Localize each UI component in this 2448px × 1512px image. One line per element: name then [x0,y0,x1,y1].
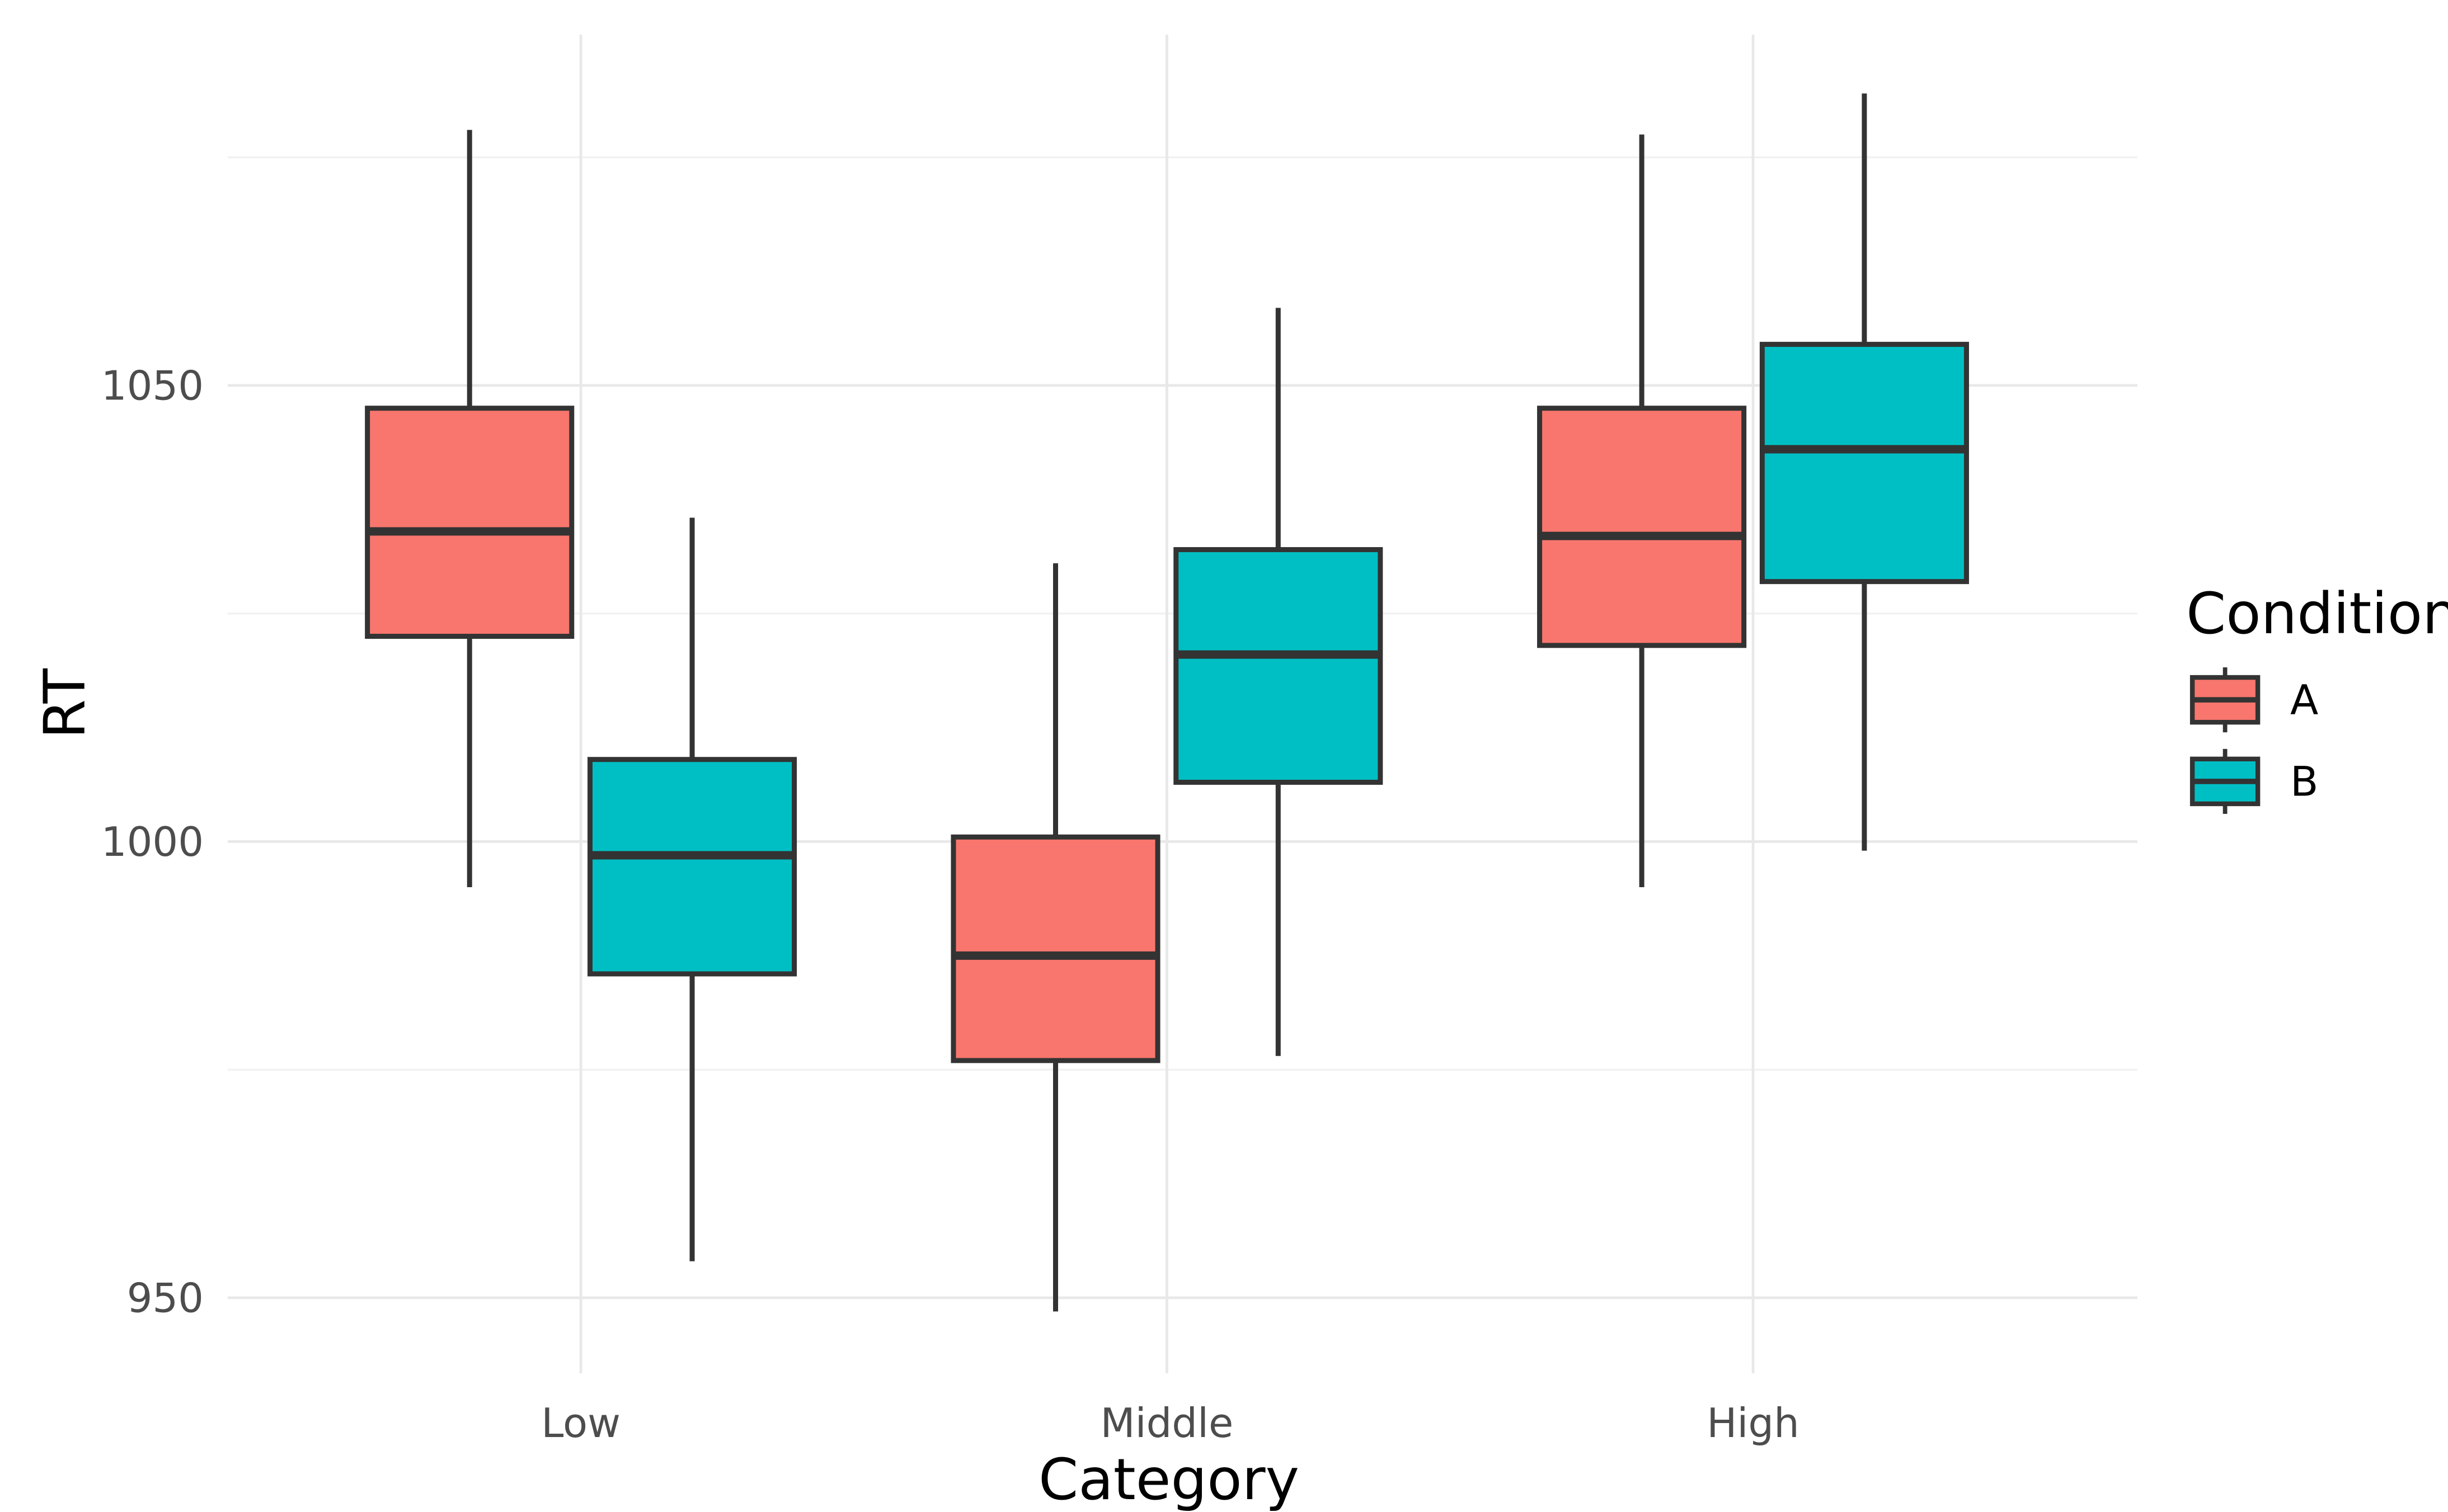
y-tick-label-1000: 1000 [101,818,204,865]
legend: Condition AB [2186,581,2448,814]
x-tick-label-low: Low [541,1400,621,1447]
x-tick-label-high: High [1707,1400,1799,1447]
box-rect [1173,547,1383,785]
box-rect [365,406,575,639]
legend-label-b: B [2290,758,2318,806]
legend-title: Condition [2186,581,2448,647]
boxplot-chart: 950 1000 1050 Low Middle High Category RT Condit… [22,9,2448,1512]
box-rect [1537,406,1747,648]
box-low-b [587,517,797,1261]
box-high-b [1759,93,1969,851]
x-axis-title: Category [1039,1447,1299,1512]
legend-key-b [2189,748,2261,814]
boxplot-figure: 950 1000 1050 Low Middle High Category RT Condit… [22,9,2448,1512]
box-rect [587,757,797,977]
box-low-a [365,130,575,888]
box-middle-b [1173,308,1383,1056]
y-tick-label-1050: 1050 [101,362,204,409]
box-high-a [1537,134,1747,888]
box-rect [1759,342,1969,585]
x-tick-label-middle: Middle [1100,1400,1233,1447]
box-rect [951,834,1160,1063]
legend-label-a: A [2290,677,2318,724]
boxes [365,93,1969,1312]
axis-labels: 950 1000 1050 Low Middle High Category RT [32,362,1799,1512]
box-middle-a [951,563,1160,1312]
legend-key-a [2189,667,2261,733]
y-tick-label-950: 950 [127,1275,204,1322]
y-axis-title: RT [32,668,98,738]
